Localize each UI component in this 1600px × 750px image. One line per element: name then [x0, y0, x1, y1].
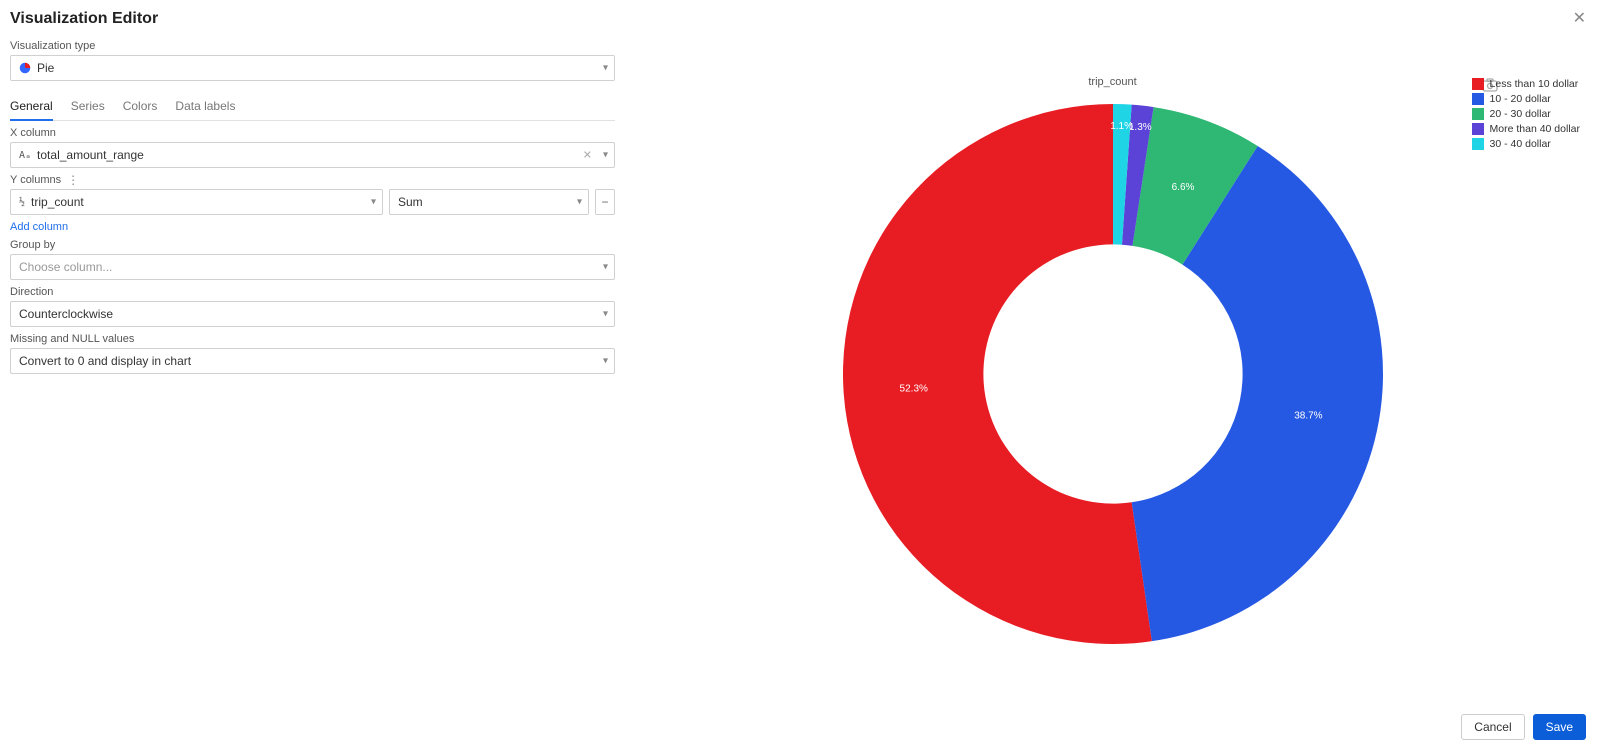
- kebab-icon[interactable]: ⋮: [67, 174, 79, 186]
- string-type-icon: Aₐ: [19, 150, 31, 161]
- chevron-down-icon: ▾: [603, 63, 608, 74]
- legend-swatch: [1472, 93, 1484, 105]
- chart-legend: Less than 10 dollar 10 - 20 dollar 20 - 30…: [1472, 78, 1580, 153]
- y-agg-select[interactable]: Sum ▾: [389, 189, 589, 215]
- legend-item[interactable]: 30 - 40 dollar: [1472, 138, 1580, 150]
- chevron-down-icon: ▾: [603, 356, 608, 367]
- clear-icon[interactable]: ✕: [583, 149, 592, 162]
- missing-label: Missing and NULL values: [10, 333, 615, 345]
- tab-colors[interactable]: Colors: [123, 95, 158, 120]
- pie-slice[interactable]: [843, 104, 1152, 644]
- donut-chart: 52.3%38.7%6.6%1.3%1.1%: [833, 94, 1393, 654]
- legend-item[interactable]: 20 - 30 dollar: [1472, 108, 1580, 120]
- chevron-down-icon: ▾: [603, 262, 608, 273]
- y-columns-label: Y columns: [10, 174, 61, 186]
- x-column-select[interactable]: Aₐ total_amount_range ✕ ▾: [10, 142, 615, 168]
- direction-select[interactable]: Counterclockwise ▾: [10, 301, 615, 327]
- cancel-button[interactable]: Cancel: [1461, 714, 1524, 740]
- legend-item[interactable]: Less than 10 dollar: [1472, 78, 1580, 90]
- number-type-icon: ½: [19, 197, 25, 208]
- missing-select[interactable]: Convert to 0 and display in chart ▾: [10, 348, 615, 374]
- direction-value: Counterclockwise: [19, 307, 113, 321]
- config-panel: Visualization type Pie ▾ General Series …: [0, 34, 625, 704]
- tab-data-labels[interactable]: Data labels: [175, 95, 235, 120]
- viz-type-label: Visualization type: [10, 40, 615, 52]
- chart-title: trip_count: [833, 76, 1393, 88]
- page-title: Visualization Editor: [10, 10, 158, 28]
- x-column-label: X column: [10, 127, 615, 139]
- save-button[interactable]: Save: [1533, 714, 1586, 740]
- direction-label: Direction: [10, 286, 615, 298]
- y-agg-value: Sum: [398, 195, 423, 209]
- legend-label: 20 - 30 dollar: [1490, 108, 1551, 120]
- legend-label: Less than 10 dollar: [1490, 78, 1579, 90]
- chevron-down-icon: ▾: [603, 150, 608, 161]
- pie-icon: [19, 62, 31, 74]
- y-column-value: trip_count: [31, 195, 84, 209]
- legend-label: 10 - 20 dollar: [1490, 93, 1551, 105]
- legend-label: More than 40 dollar: [1490, 123, 1580, 135]
- viz-type-value: Pie: [37, 61, 54, 75]
- missing-value: Convert to 0 and display in chart: [19, 354, 191, 368]
- config-tabs: General Series Colors Data labels: [10, 95, 615, 121]
- tab-general[interactable]: General: [10, 95, 53, 121]
- tab-series[interactable]: Series: [71, 95, 105, 120]
- legend-swatch: [1472, 108, 1484, 120]
- legend-item[interactable]: 10 - 20 dollar: [1472, 93, 1580, 105]
- x-column-value: total_amount_range: [37, 148, 144, 162]
- legend-swatch: [1472, 78, 1484, 90]
- chart-preview: Less than 10 dollar 10 - 20 dollar 20 - 30…: [625, 34, 1600, 704]
- viz-type-select[interactable]: Pie ▾: [10, 55, 615, 81]
- groupby-select[interactable]: Choose column... ▾: [10, 254, 615, 280]
- y-column-select[interactable]: ½ trip_count ▾: [10, 189, 383, 215]
- close-icon[interactable]: ✕: [1573, 11, 1586, 27]
- chevron-down-icon: ▾: [603, 309, 608, 320]
- remove-ycol-button[interactable]: −: [595, 189, 615, 215]
- groupby-label: Group by: [10, 239, 615, 251]
- groupby-placeholder: Choose column...: [19, 260, 112, 274]
- chevron-down-icon: ▾: [371, 197, 376, 208]
- legend-label: 30 - 40 dollar: [1490, 138, 1551, 150]
- legend-swatch: [1472, 138, 1484, 150]
- legend-swatch: [1472, 123, 1484, 135]
- legend-item[interactable]: More than 40 dollar: [1472, 123, 1580, 135]
- add-column-link[interactable]: Add column: [10, 221, 68, 233]
- chevron-down-icon: ▾: [577, 197, 582, 208]
